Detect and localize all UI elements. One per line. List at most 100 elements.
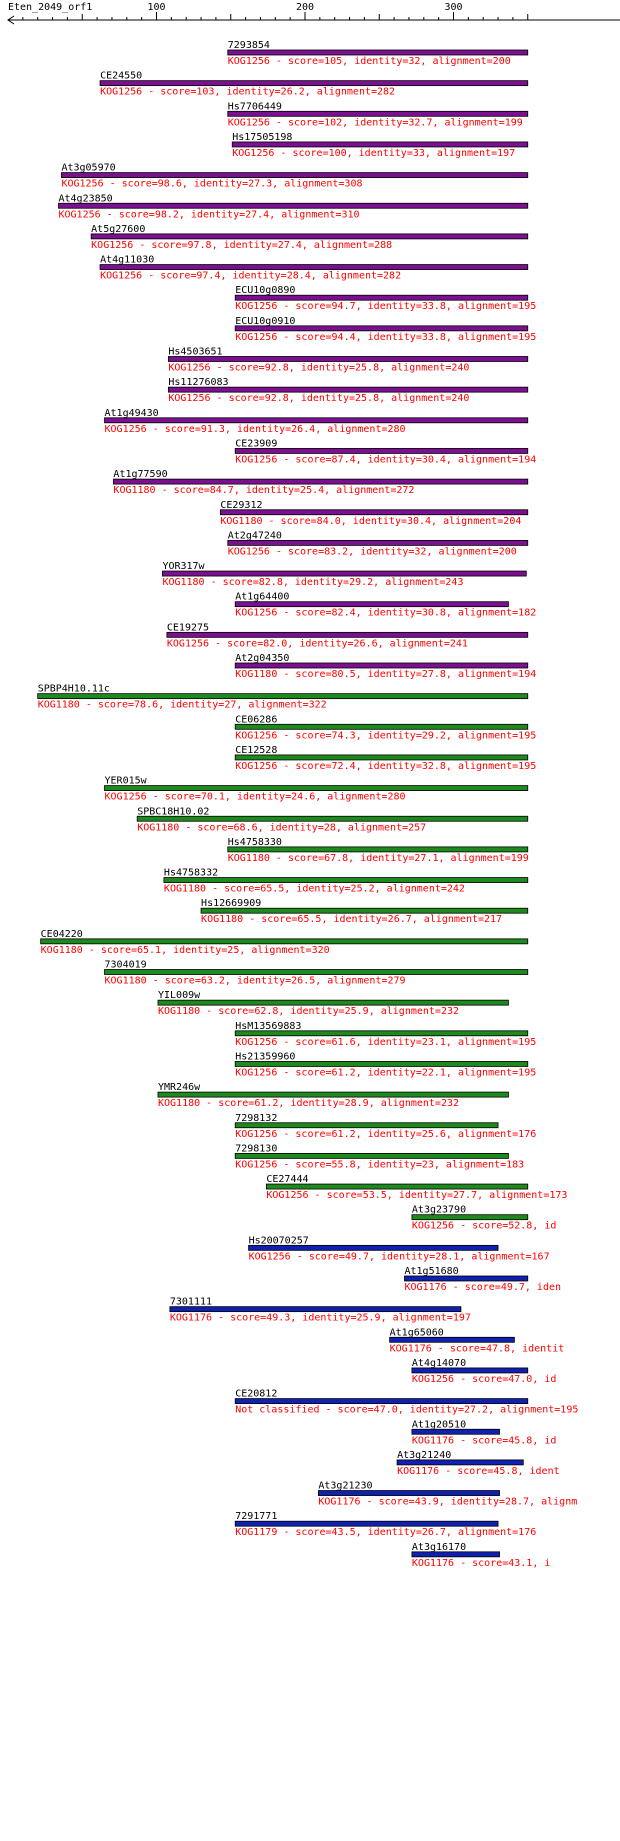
hit-bar <box>200 907 529 914</box>
hit-row: At1g49430 KOG1256 - score=91.3, identity=… <box>104 408 529 435</box>
hit-label: YER015w <box>105 776 148 787</box>
hit-row: HsM13569883 KOG1256 - score=61.6, identit… <box>234 1021 536 1048</box>
hit-row: SPBP4H10.11c KOG1180 - score=78.6, identi… <box>37 684 529 711</box>
hit-description: KOG1256 - score=91.3, identity=26.4, ali… <box>105 424 406 435</box>
hit-label: At1g65060 <box>390 1327 444 1338</box>
hit-row: CE19275 KOG1256 - score=82.0, identity=26… <box>166 622 529 649</box>
hit-row: Hs11276083 KOG1256 - score=92.8, identity… <box>167 377 529 404</box>
hit-row: ECU10g0910 KOG1256 - score=94.4, identity… <box>234 316 536 343</box>
hit-description: KOG1180 - score=80.5, identity=27.8, ali… <box>235 669 536 680</box>
hit-row: 7304019 KOG1180 - score=63.2, identity=26… <box>104 960 529 987</box>
hit-bar <box>234 294 529 301</box>
hit-label: Hs4503651 <box>168 347 222 358</box>
hit-row: At4g11030 KOG1256 - score=97.4, identity=… <box>99 255 529 282</box>
hit-bar <box>396 1459 524 1466</box>
hit-bar <box>166 631 529 638</box>
hit-label: At3g21230 <box>318 1481 372 1492</box>
hit-bar <box>162 570 527 577</box>
hit-row: CE20812 Not classified - score=47.0, iden… <box>234 1389 578 1416</box>
axis-tick-label: 300 <box>444 2 462 13</box>
hit-description: KOG1256 - score=94.4, identity=33.8, ali… <box>235 332 536 343</box>
hit-description: KOG1176 - score=47.8, identit <box>390 1343 565 1354</box>
hit-bar <box>58 202 529 209</box>
hit-description: KOG1256 - score=52.8, id <box>412 1221 557 1232</box>
hit-description: KOG1180 - score=65.5, identity=26.7, ali… <box>201 914 502 925</box>
hit-bar <box>40 938 529 945</box>
hit-bar <box>389 1336 515 1343</box>
hit-description: KOG1256 - score=82.0, identity=26.6, ali… <box>167 638 468 649</box>
hit-description: KOG1256 - score=74.3, identity=29.2, ali… <box>235 730 536 741</box>
hit-description: KOG1256 - score=97.4, identity=28.4, ali… <box>100 271 401 282</box>
hit-bar <box>227 846 529 853</box>
hit-row: At1g20510 KOG1176 - score=45.8, id <box>411 1419 556 1446</box>
hit-bar <box>167 356 529 362</box>
hit-row: At5g27600 KOG1256 - score=97.8, identity=… <box>90 224 529 251</box>
hit-label: CE24550 <box>100 71 142 82</box>
axis-left-arrow <box>7 15 15 25</box>
hit-row: CE23909 KOG1256 - score=87.4, identity=30… <box>234 438 536 465</box>
hit-bar <box>234 1153 509 1159</box>
hit-row: 7291771 KOG1179 - score=43.5, identity=26… <box>234 1511 536 1538</box>
hit-label: CE12528 <box>235 745 277 756</box>
hit-row: At3g16170 KOG1176 - score=43.1, i <box>411 1542 550 1569</box>
hit-label: Hs12669909 <box>201 898 261 909</box>
hit-label: HsM13569883 <box>235 1021 301 1032</box>
hit-bar <box>411 1551 500 1558</box>
hit-label: CE04220 <box>41 929 83 940</box>
hit-bar <box>157 999 509 1006</box>
hit-label: Hs17505198 <box>232 132 292 143</box>
hit-row: Hs12669909 KOG1180 - score=65.5, identity… <box>200 898 529 925</box>
hit-label: ECU10g0890 <box>235 285 295 296</box>
hit-bar <box>411 1428 500 1435</box>
hit-row: YER015w KOG1256 - score=70.1, identity=24… <box>104 776 529 803</box>
hit-label: CE06286 <box>235 714 277 725</box>
hit-bar <box>113 478 529 485</box>
hit-description: KOG1179 - score=43.5, identity=26.7, ali… <box>235 1527 536 1538</box>
hit-row: CE04220 KOG1180 - score=65.1, identity=25… <box>40 929 529 956</box>
hit-bar <box>234 1061 529 1067</box>
hit-row: Hs21359960 KOG1256 - score=61.2, identity… <box>234 1051 536 1078</box>
hit-label: At5g27600 <box>91 224 145 235</box>
hit-row: Hs7706449 KOG1256 - score=102, identity=3… <box>227 101 529 128</box>
hit-description: KOG1256 - score=49.7, identity=28.1, ali… <box>249 1251 550 1262</box>
hit-description: KOG1176 - score=43.1, i <box>412 1558 550 1569</box>
hit-label: Hs4758330 <box>228 837 282 848</box>
hit-label: At1g64400 <box>235 592 289 603</box>
hit-row: 7293854 KOG1256 - score=105, identity=32,… <box>227 40 529 67</box>
hit-description: KOG1180 - score=65.5, identity=25.2, ali… <box>164 884 465 895</box>
hit-bar <box>234 754 529 761</box>
hit-description: KOG1256 - score=102, identity=32.7, alig… <box>228 117 523 128</box>
hit-description: KOG1256 - score=98.2, identity=27.4, ali… <box>58 209 359 220</box>
hit-label: Hs11276083 <box>168 377 228 388</box>
axis-tick-label: 100 <box>147 2 165 13</box>
hit-row: Hs4758330 KOG1180 - score=67.8, identity=… <box>227 837 529 864</box>
hit-tracks: 7293854 KOG1256 - score=105, identity=32,… <box>37 40 578 1569</box>
hit-description: KOG1256 - score=103, identity=26.2, alig… <box>100 87 395 98</box>
hit-label: SPBC18H10.02 <box>137 806 209 817</box>
hit-label: YOR317w <box>162 561 205 572</box>
hit-row: At3g21240 KOG1176 - score=45.8, ident <box>396 1450 560 1477</box>
hit-label: 7304019 <box>105 960 147 971</box>
hit-label: At4g23850 <box>58 193 112 204</box>
hit-bar <box>104 417 529 424</box>
hit-row: Hs20070257 KOG1256 - score=49.7, identity… <box>248 1235 550 1262</box>
hit-bar <box>234 325 529 332</box>
hit-bar <box>61 172 529 179</box>
hit-row: At1g65060 KOG1176 - score=47.8, identit <box>389 1327 565 1354</box>
hit-row: At2g04350 KOG1180 - score=80.5, identity=… <box>234 653 536 680</box>
hit-bar <box>136 815 529 822</box>
hit-label: At3g05970 <box>61 163 115 174</box>
hit-bar <box>265 1183 529 1190</box>
hit-description: KOG1256 - score=47.0, id <box>412 1374 557 1385</box>
hit-description: KOG1176 - score=49.3, identity=25.9, ali… <box>170 1313 471 1324</box>
hit-label: At1g51680 <box>404 1266 458 1277</box>
hit-row: At3g21230 KOG1176 - score=43.9, identity=… <box>317 1481 577 1508</box>
hit-row: At4g14070 KOG1256 - score=47.0, id <box>411 1358 557 1385</box>
hit-label: 7301111 <box>170 1297 212 1308</box>
hit-row: At4g23850 KOG1256 - score=98.2, identity=… <box>58 193 529 220</box>
hit-row: CE24550 KOG1256 - score=103, identity=26.… <box>99 71 529 98</box>
hit-label: 7298130 <box>235 1143 277 1154</box>
hit-label: At2g04350 <box>235 653 289 664</box>
hit-label: Hs4758332 <box>164 868 218 879</box>
